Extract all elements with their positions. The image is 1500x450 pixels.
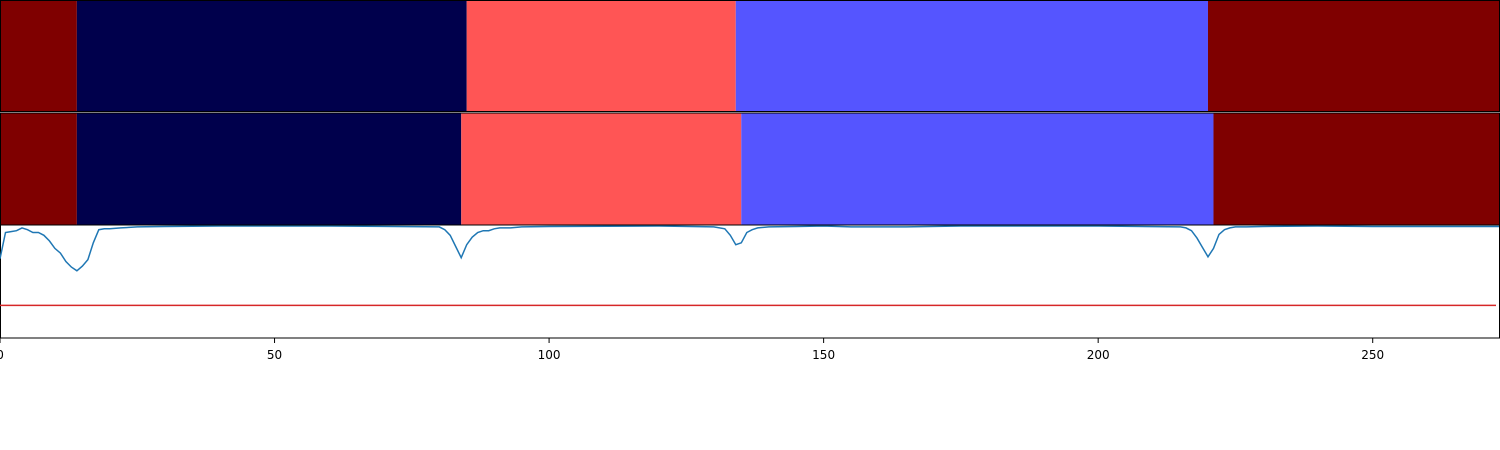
x-tick-label-100: 100 bbox=[538, 348, 561, 362]
middle-band-segment-2 bbox=[461, 113, 742, 225]
x-tick-label-150: 150 bbox=[812, 348, 835, 362]
top-band-segment-0 bbox=[0, 1, 77, 111]
top-band-segment-4 bbox=[1207, 1, 1499, 111]
x-tick-label-0: 0 bbox=[0, 348, 4, 362]
middle-band-segment-1 bbox=[76, 113, 462, 225]
middle-segment-band bbox=[0, 113, 1499, 225]
top-band-segment-1 bbox=[76, 1, 467, 111]
x-axis: 0 50 100 150 200 250 bbox=[0, 338, 1384, 362]
x-tick-label-200: 200 bbox=[1087, 348, 1110, 362]
middle-band-segment-4 bbox=[1213, 113, 1499, 225]
series-line bbox=[0, 225, 1499, 272]
x-tick-label-50: 50 bbox=[267, 348, 282, 362]
line-panel bbox=[0, 224, 1500, 339]
top-segment-band bbox=[0, 1, 1499, 111]
line-panel-frame bbox=[0, 224, 1500, 339]
x-tick-label-250: 250 bbox=[1361, 348, 1384, 362]
middle-band-segment-3 bbox=[741, 113, 1214, 225]
top-band-segment-3 bbox=[735, 1, 1208, 111]
top-band-segment-2 bbox=[466, 1, 736, 111]
middle-band-segment-0 bbox=[0, 113, 77, 225]
